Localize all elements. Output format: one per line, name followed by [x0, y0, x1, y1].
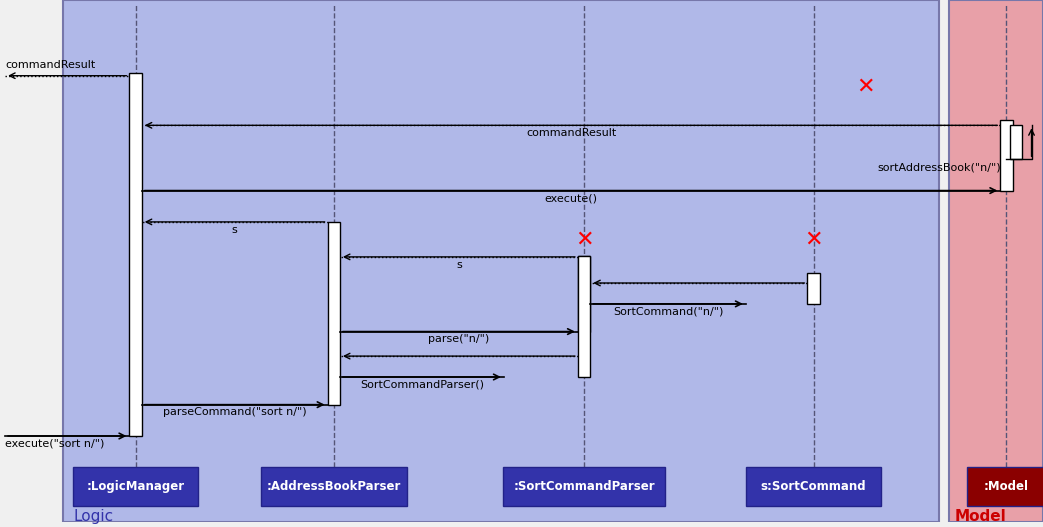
- Bar: [578, 256, 590, 331]
- Bar: [1000, 120, 1013, 191]
- Bar: [578, 256, 590, 377]
- Bar: [949, 0, 1043, 522]
- Bar: [328, 222, 340, 405]
- Text: :AddressBookParser: :AddressBookParser: [267, 481, 401, 493]
- Bar: [129, 73, 142, 436]
- Text: SortCommandParser(): SortCommandParser(): [360, 380, 484, 390]
- Text: Logic: Logic: [73, 509, 113, 524]
- Bar: [1010, 125, 1022, 159]
- Text: ✕: ✕: [575, 229, 593, 249]
- FancyBboxPatch shape: [967, 467, 1043, 506]
- Text: s: s: [456, 260, 462, 270]
- Text: :LogicManager: :LogicManager: [87, 481, 185, 493]
- FancyBboxPatch shape: [261, 467, 407, 506]
- FancyBboxPatch shape: [746, 467, 881, 506]
- Text: ✕: ✕: [804, 229, 823, 249]
- Text: sortAddressBook("n/"): sortAddressBook("n/"): [877, 162, 1001, 172]
- Text: ✕: ✕: [856, 76, 875, 96]
- Text: execute("sort n/"): execute("sort n/"): [5, 439, 104, 449]
- FancyBboxPatch shape: [73, 467, 198, 506]
- Text: :SortCommandParser: :SortCommandParser: [513, 481, 655, 493]
- Bar: [807, 272, 820, 304]
- Text: SortCommand("n/"): SortCommand("n/"): [613, 307, 723, 317]
- Text: commandResult: commandResult: [526, 128, 616, 138]
- Text: commandResult: commandResult: [5, 60, 96, 70]
- Text: Model: Model: [954, 509, 1006, 524]
- Text: s:SortCommand: s:SortCommand: [760, 481, 867, 493]
- Bar: [63, 0, 939, 522]
- Text: s: s: [232, 225, 238, 235]
- FancyBboxPatch shape: [504, 467, 665, 506]
- Text: parse("n/"): parse("n/"): [429, 335, 489, 344]
- Text: execute(): execute(): [544, 193, 598, 203]
- Text: parseCommand("sort n/"): parseCommand("sort n/"): [163, 407, 307, 417]
- Text: :Model: :Model: [984, 481, 1029, 493]
